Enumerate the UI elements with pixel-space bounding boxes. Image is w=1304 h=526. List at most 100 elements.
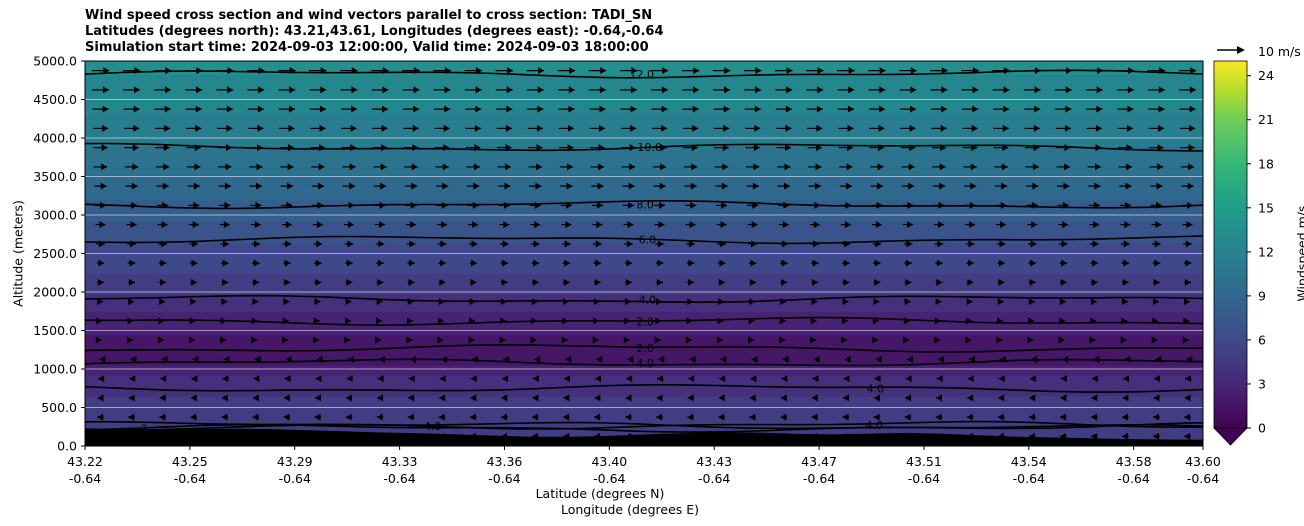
speed-band bbox=[85, 365, 1203, 368]
wind-vector bbox=[713, 105, 730, 113]
speed-band bbox=[85, 68, 1203, 72]
wind-vector bbox=[561, 336, 568, 344]
speed-band bbox=[85, 426, 1203, 430]
speed-band bbox=[85, 265, 1203, 268]
wind-vector bbox=[499, 240, 509, 248]
wind-vector bbox=[653, 182, 666, 190]
wind-vector bbox=[841, 336, 848, 344]
wind-vector bbox=[467, 201, 479, 209]
wind-vector bbox=[1024, 105, 1041, 113]
wind-vector bbox=[248, 144, 264, 152]
wind-vector bbox=[1088, 182, 1101, 190]
wind-vector bbox=[843, 375, 850, 383]
speed-band bbox=[85, 234, 1203, 237]
speed-band bbox=[85, 347, 1203, 351]
wind-vector bbox=[186, 124, 202, 132]
speed-band bbox=[85, 392, 1203, 395]
x-tick-label-lat: 43.43 bbox=[696, 454, 732, 469]
x-tick-label-lat: 43.47 bbox=[801, 454, 837, 469]
wind-vector bbox=[715, 201, 728, 209]
wind-vector bbox=[868, 105, 885, 113]
speed-band bbox=[85, 95, 1203, 99]
wind-vector bbox=[589, 105, 606, 113]
speed-band bbox=[85, 259, 1203, 262]
wind-vector bbox=[904, 278, 912, 286]
wind-vector bbox=[1090, 298, 1097, 306]
wind-vector bbox=[590, 144, 605, 152]
wind-vector bbox=[438, 298, 445, 306]
wind-vector bbox=[310, 144, 326, 152]
wind-vector bbox=[465, 144, 481, 152]
wind-vector bbox=[158, 259, 167, 267]
wind-vector bbox=[96, 259, 105, 267]
wind-vector bbox=[280, 182, 294, 190]
wind-vector bbox=[562, 298, 569, 306]
wind-vector bbox=[681, 67, 700, 75]
wind-vector bbox=[713, 86, 731, 94]
speed-band bbox=[85, 295, 1203, 299]
speed-band bbox=[85, 87, 1203, 91]
speed-band bbox=[85, 376, 1203, 380]
wind-vector bbox=[376, 278, 384, 286]
wind-vector bbox=[1121, 317, 1128, 325]
wind-vector bbox=[1122, 432, 1129, 440]
wind-vector bbox=[873, 394, 880, 402]
wind-vector bbox=[124, 144, 139, 152]
wind-vector bbox=[1185, 375, 1192, 383]
isotach-line bbox=[85, 199, 1203, 210]
wind-vector bbox=[712, 67, 731, 75]
wind-vector bbox=[250, 201, 262, 209]
speed-band bbox=[85, 155, 1203, 158]
wind-vector bbox=[1058, 336, 1065, 344]
wind-vector bbox=[186, 163, 201, 171]
speed-band bbox=[85, 334, 1203, 337]
wind-vector bbox=[438, 259, 446, 267]
wind-vector bbox=[962, 105, 979, 113]
wind-vector bbox=[216, 86, 234, 94]
wind-vector bbox=[625, 413, 632, 421]
wind-vector bbox=[811, 413, 819, 421]
wind-vector bbox=[1178, 67, 1197, 75]
wind-vector bbox=[345, 259, 353, 267]
wind-vector bbox=[560, 201, 573, 209]
wind-vector bbox=[716, 221, 727, 229]
contour-label: 2.0 bbox=[636, 342, 654, 355]
wind-vector bbox=[966, 298, 973, 306]
x-tick-label-lat: 43.60 bbox=[1185, 454, 1221, 469]
wind-vector bbox=[156, 201, 169, 209]
wind-vector bbox=[1152, 317, 1159, 325]
speed-band bbox=[85, 178, 1203, 181]
contour-label-group: 4.0 bbox=[867, 382, 885, 395]
wind-vector bbox=[1118, 144, 1133, 152]
wind-vector bbox=[526, 67, 545, 75]
wind-vector bbox=[1031, 355, 1038, 363]
wind-vector bbox=[375, 336, 382, 344]
wind-vector bbox=[94, 201, 107, 209]
wind-vector bbox=[1093, 355, 1100, 363]
wind-vector bbox=[531, 298, 538, 306]
wind-vector bbox=[434, 144, 450, 152]
wind-vector bbox=[123, 124, 140, 132]
x-tick-label-lat: 43.36 bbox=[487, 454, 523, 469]
wind-vector bbox=[993, 144, 1009, 152]
wind-vector bbox=[408, 375, 415, 383]
wind-vector bbox=[1091, 394, 1098, 402]
wind-vector bbox=[154, 124, 171, 132]
wind-vector bbox=[497, 144, 512, 152]
wind-vector bbox=[809, 221, 820, 229]
x-tick-label-lat: 43.51 bbox=[906, 454, 942, 469]
wind-vector bbox=[1086, 105, 1103, 113]
wind-vector bbox=[1152, 259, 1161, 267]
wind-vector bbox=[714, 163, 729, 171]
wind-vector bbox=[593, 298, 600, 306]
wind-vector bbox=[720, 355, 727, 363]
wind-vector bbox=[806, 86, 824, 94]
speed-band bbox=[85, 241, 1203, 245]
speed-band bbox=[85, 149, 1203, 153]
wind-vector bbox=[127, 240, 136, 248]
wind-vector bbox=[619, 67, 638, 75]
wind-vector bbox=[188, 201, 200, 209]
wind-vector bbox=[1058, 240, 1068, 248]
wind-vector bbox=[254, 355, 261, 363]
